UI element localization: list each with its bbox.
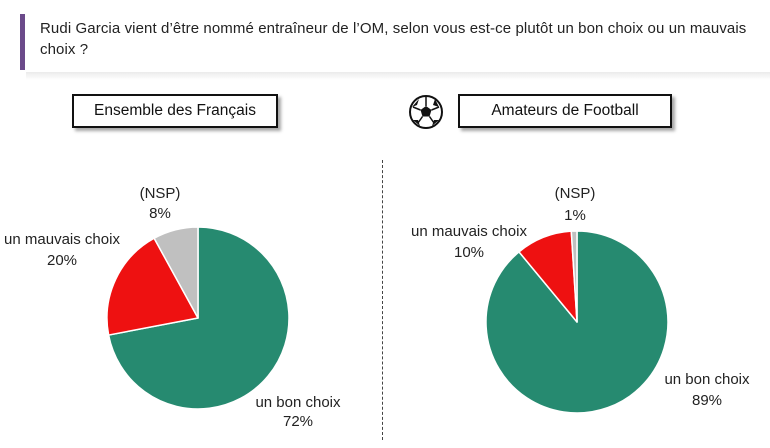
pie-slice-ensemble-bon-choix [107, 226, 290, 410]
pie-value-ensemble-nsp: 8% [149, 205, 171, 222]
pie-label-ensemble-bon-choix: un bon choix [255, 394, 341, 411]
pie-slice-amateurs-nsp [570, 230, 578, 323]
question-accent-bar [20, 14, 25, 70]
survey-question: Rudi Garcia vient d’être nommé entraîneu… [40, 20, 747, 58]
soccer-ball-icon [409, 95, 443, 129]
pie-value-amateurs-mauvais-choix: 10% [454, 244, 484, 261]
panel-title-ensemble: Ensemble des Français [72, 94, 278, 128]
pie-label-ensemble-mauvais-choix: un mauvais choix [4, 231, 120, 248]
pie-slice-ensemble-mauvais-choix [106, 237, 199, 336]
pie-value-amateurs-nsp: 1% [564, 207, 586, 224]
pie-label-ensemble-nsp: (NSP) [140, 185, 181, 202]
pie-value-ensemble-bon-choix: 72% [283, 413, 313, 430]
panel-divider [382, 160, 383, 440]
pie-value-amateurs-bon-choix: 89% [692, 392, 722, 409]
pie-value-ensemble-mauvais-choix: 20% [47, 252, 77, 269]
pie-label-amateurs-bon-choix: un bon choix [664, 371, 750, 388]
pie-label-amateurs-mauvais-choix: un mauvais choix [411, 223, 527, 240]
pie-slice-amateurs-bon-choix [485, 230, 669, 414]
header-shadow [26, 72, 770, 80]
pie-label-amateurs-nsp: (NSP) [555, 185, 596, 202]
pie-slice-ensemble-nsp [153, 226, 199, 319]
panel-title-amateurs: Amateurs de Football [458, 94, 672, 128]
